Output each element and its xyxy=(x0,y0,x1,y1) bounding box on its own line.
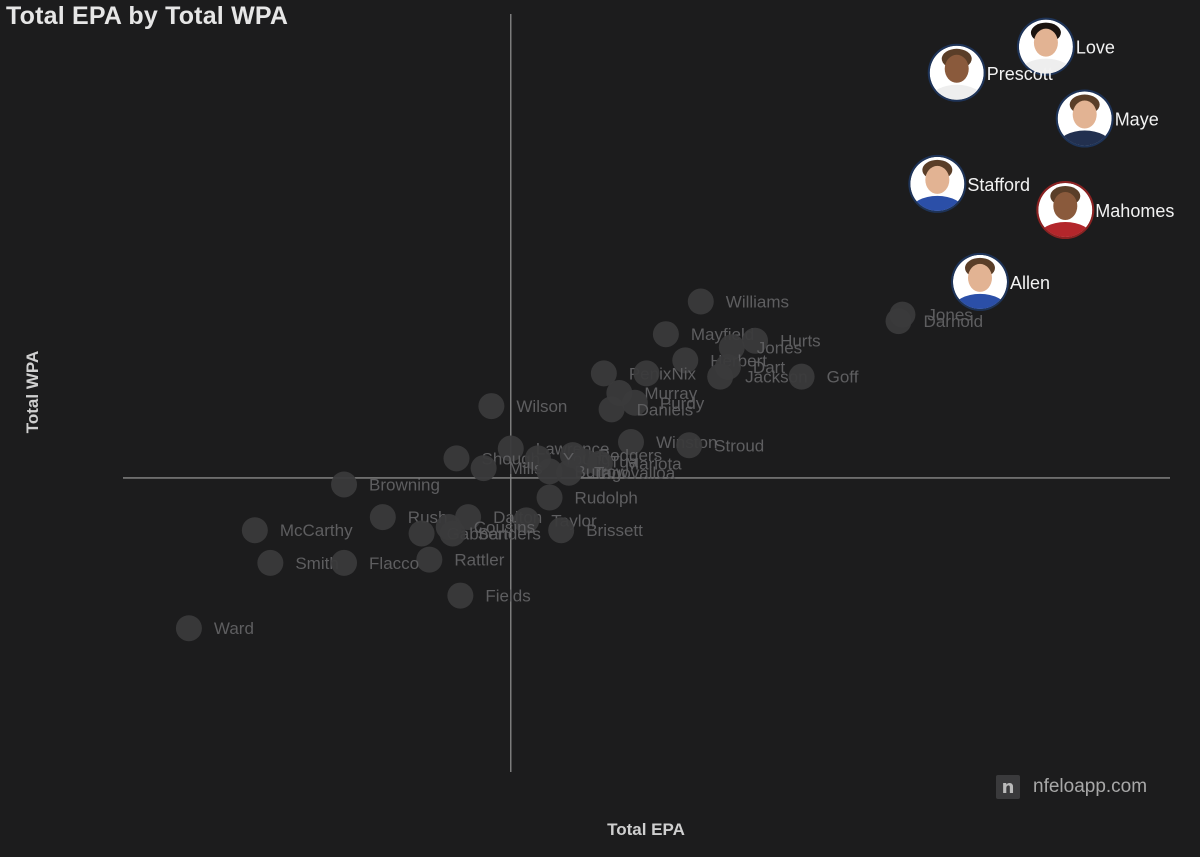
point-label-stroud-23: Stroud xyxy=(714,436,764,455)
point-rush-35 xyxy=(369,504,396,531)
chart-title: Total EPA by Total WPA xyxy=(6,2,289,30)
point-ward-47 xyxy=(175,615,202,642)
player-headshot-prescott: Prescott xyxy=(927,43,1053,102)
point-label-hurts-10: Hurts xyxy=(780,332,821,351)
point-dalton-36 xyxy=(455,504,482,531)
point-mayfield-9 xyxy=(652,321,679,348)
point-label-mccarthy-42: McCarthy xyxy=(280,521,353,540)
point-stroud-23 xyxy=(676,432,703,459)
point-smith-44 xyxy=(257,549,284,576)
player-label-maye: Maye xyxy=(1115,110,1159,130)
point-label-jones-11: Jones xyxy=(757,338,802,357)
point-jackson-16 xyxy=(707,363,734,390)
point-browning-33 xyxy=(331,471,358,498)
point-label-mariota-29: Mariota xyxy=(625,455,682,474)
point-label-mills-30: Mills xyxy=(509,459,543,478)
player-headshot-stafford: Stafford xyxy=(908,154,1030,213)
point-lawrence-24 xyxy=(497,435,524,462)
point-rudolph-34 xyxy=(536,484,563,511)
point-jones-11 xyxy=(718,334,745,361)
axes xyxy=(123,14,1170,772)
player-headshot-maye: Maye xyxy=(1055,89,1159,148)
point-sanders-40 xyxy=(439,520,466,547)
x-axis-label: Total EPA xyxy=(607,820,685,839)
point-label-rodgers-25: Rodgers xyxy=(598,446,662,465)
point-darnold-7 xyxy=(885,308,912,335)
background-points: JonesDarnoldWilliamsMayfieldHurtsJonesHe… xyxy=(175,288,984,642)
point-daniels-20 xyxy=(598,396,625,423)
point-label-jones-6: Jones xyxy=(927,306,972,325)
player-label-mahomes: Mahomes xyxy=(1095,201,1174,221)
point-label-nix-15: Nix xyxy=(672,364,697,383)
player-label-prescott: Prescott xyxy=(987,64,1053,84)
point-nix-15 xyxy=(633,360,660,387)
point-label-dart-13: Dart xyxy=(753,358,785,377)
point-label-murray-18: Murray xyxy=(644,384,697,403)
point-goff-17 xyxy=(788,363,815,390)
player-headshot-love: Love xyxy=(1016,17,1115,76)
point-mills-30 xyxy=(470,455,497,482)
player-headshot-allen: Allen xyxy=(950,252,1050,311)
point-herbert-12 xyxy=(672,347,699,374)
point-label-williams-8: Williams xyxy=(726,293,789,312)
point-rattler-43 xyxy=(416,546,443,573)
point-label-rattler-43: Rattler xyxy=(454,551,504,570)
point-label-smith-44: Smith xyxy=(295,554,338,573)
point-label-flacco-45: Flacco xyxy=(369,554,419,573)
point-label-fields-46: Fields xyxy=(485,587,530,606)
nfelo-logo-icon: n xyxy=(996,775,1020,799)
point-label-shough-26: Shough xyxy=(481,449,540,468)
player-label-love: Love xyxy=(1076,38,1115,58)
point-label-cousins-38: Cousins xyxy=(474,518,535,537)
point-mccarthy-42 xyxy=(241,517,268,544)
highlighted-points: Love Prescott Maye Stafford Mahomes Allen xyxy=(908,17,1174,311)
point-burrow-31 xyxy=(536,458,563,485)
point-label-burrow-31: Burrow xyxy=(575,462,630,481)
point-gabbert-39 xyxy=(408,520,435,547)
watermark: n nfeloapp.com xyxy=(996,774,1147,800)
player-headshot-mahomes: Mahomes xyxy=(1036,181,1174,240)
point-shough-26 xyxy=(443,445,470,472)
point-label-tua-28: Tua xyxy=(609,453,638,472)
point-purdy-19 xyxy=(621,389,648,416)
point-label-darnold-7: Darnold xyxy=(924,312,984,331)
player-label-stafford: Stafford xyxy=(967,175,1030,195)
point-hurts-10 xyxy=(742,327,769,354)
point-taylor-37 xyxy=(513,507,540,534)
point-tagovailoa-32 xyxy=(555,459,582,486)
point-brissett-41 xyxy=(548,517,575,544)
player-label-allen: Allen xyxy=(1010,273,1050,293)
point-label-tagovailoa-32: Tagovailoa xyxy=(594,464,676,483)
point-mariota-29 xyxy=(586,450,613,477)
point-penix-14 xyxy=(590,360,617,387)
point-wilson-21 xyxy=(478,393,505,420)
point-label-sanders-40: Sanders xyxy=(478,524,541,543)
point-winston-22 xyxy=(617,429,644,456)
point-label-brissett-41: Brissett xyxy=(586,521,643,540)
point-label-wilson-21: Wilson xyxy=(516,397,567,416)
point-label-daniels-20: Daniels xyxy=(637,400,694,419)
point-label-browning-33: Browning xyxy=(369,475,440,494)
point-label-ward-47: Ward xyxy=(214,619,254,638)
point-flacco-45 xyxy=(331,549,358,576)
watermark-text: nfeloapp.com xyxy=(1033,776,1148,797)
point-label-rudolph-34: Rudolph xyxy=(575,489,638,508)
point-fields-46 xyxy=(447,582,474,609)
point-label-goff-17: Goff xyxy=(827,368,859,387)
point-label-purdy-19: Purdy xyxy=(660,394,705,413)
point-williams-8 xyxy=(687,288,714,315)
